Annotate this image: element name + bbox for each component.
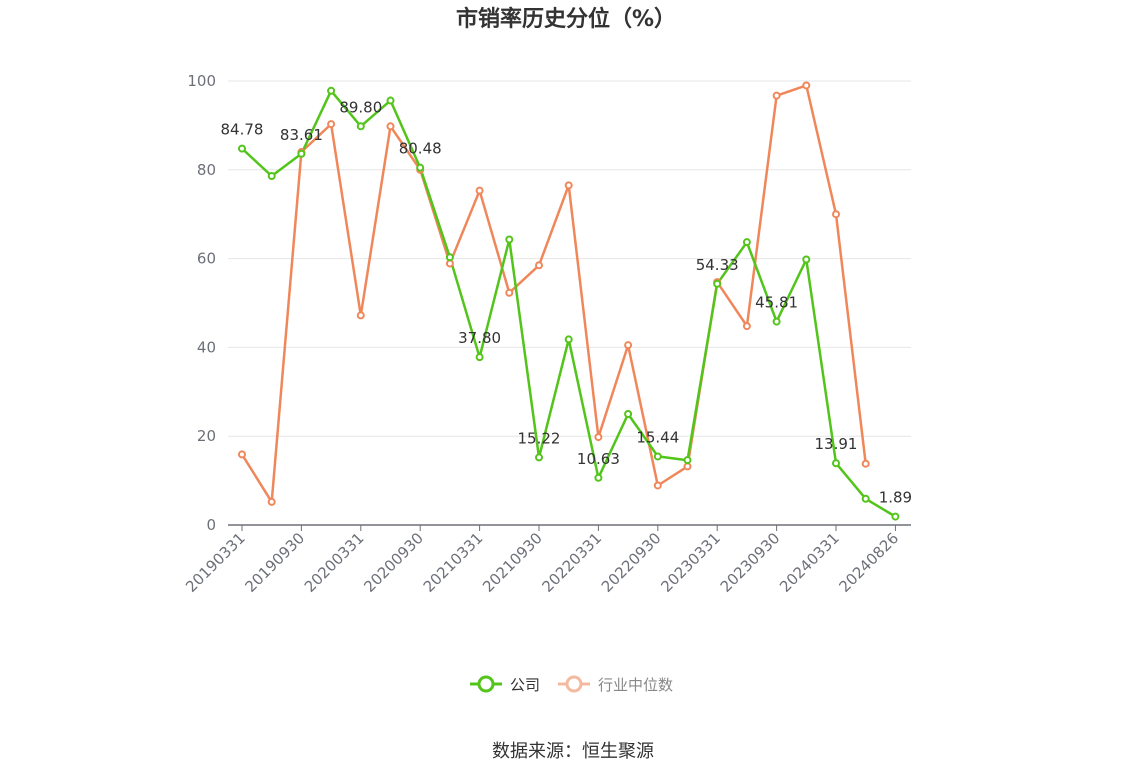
data-point[interactable] [891, 512, 900, 521]
data-point[interactable] [802, 81, 811, 90]
data-point[interactable] [386, 96, 395, 105]
data-point[interactable] [267, 497, 276, 506]
data-label: 10.63 [577, 450, 620, 468]
y-tick-label: 80 [197, 161, 216, 179]
x-tick-label: 20200930 [360, 529, 427, 596]
data-point[interactable] [624, 341, 633, 350]
x-tick-label: 20190930 [242, 529, 309, 596]
series-points [238, 81, 900, 521]
data-label: 45.81 [755, 294, 798, 312]
data-point[interactable] [327, 120, 336, 129]
data-label: 37.80 [458, 329, 501, 347]
data-label: 54.33 [696, 256, 739, 274]
x-tick-label: 20240331 [776, 529, 843, 596]
data-point[interactable] [832, 459, 840, 468]
data-point[interactable] [861, 459, 870, 468]
y-tick-label: 100 [187, 72, 216, 90]
data-label: 83.61 [280, 126, 323, 144]
legend: 公司 行业中位数 [470, 675, 673, 694]
data-point[interactable] [742, 238, 751, 247]
data-point[interactable] [861, 494, 870, 503]
data-point[interactable] [683, 456, 692, 465]
data-label: 1.89 [879, 489, 912, 507]
data-point[interactable] [475, 353, 484, 362]
data-point[interactable] [356, 122, 365, 131]
legend-label-industry: 行业中位数 [598, 676, 673, 694]
data-label: 15.22 [518, 429, 561, 447]
data-labels: 84.78 83.61 89.80 80.48 37.80 15.22 10.63 15.44… [221, 98, 913, 506]
x-tick-label: 20190331 [182, 529, 249, 596]
data-point[interactable] [238, 144, 246, 153]
data-point[interactable] [386, 122, 395, 131]
grid [228, 80, 911, 437]
legend-item-company[interactable]: 公司 [470, 675, 540, 694]
legend-marker-industry [565, 675, 583, 693]
x-tick-label: 20230331 [657, 529, 724, 596]
data-point[interactable] [713, 279, 722, 288]
data-point[interactable] [505, 288, 514, 297]
data-point[interactable] [653, 452, 662, 461]
data-label: 80.48 [399, 140, 442, 158]
data-point[interactable] [267, 172, 276, 181]
data-point[interactable] [772, 91, 781, 100]
data-point[interactable] [653, 481, 662, 490]
y-tick-label: 60 [197, 250, 216, 268]
x-tick-label: 20210930 [479, 529, 546, 596]
x-tick-label: 20240826 [836, 529, 903, 596]
legend-item-industry[interactable]: 行业中位数 [558, 675, 673, 694]
data-point[interactable] [475, 186, 484, 195]
data-point[interactable] [327, 86, 336, 95]
data-point[interactable] [238, 450, 246, 459]
data-point[interactable] [802, 255, 811, 264]
data-point[interactable] [416, 163, 425, 172]
data-point[interactable] [505, 235, 514, 244]
data-point[interactable] [535, 261, 543, 270]
data-point[interactable] [594, 433, 603, 442]
x-axis: 2019033120190930202003312020093020210331… [182, 524, 911, 596]
x-tick-label: 20220331 [539, 529, 606, 596]
data-point[interactable] [772, 317, 781, 326]
data-point[interactable] [594, 473, 603, 482]
data-point[interactable] [683, 462, 692, 471]
data-point[interactable] [535, 453, 543, 462]
y-tick-label: 20 [197, 427, 216, 445]
x-tick-label: 20220930 [598, 529, 665, 596]
data-label: 84.78 [221, 121, 264, 139]
data-point[interactable] [445, 253, 454, 262]
data-point[interactable] [832, 210, 840, 219]
data-point[interactable] [297, 149, 306, 158]
data-label: 15.44 [636, 428, 679, 446]
chart-title: 市销率历史分位（%） [456, 6, 676, 32]
data-point[interactable] [564, 181, 573, 190]
legend-label-company: 公司 [510, 676, 540, 694]
series-line-1 [240, 84, 867, 504]
data-point[interactable] [742, 322, 751, 331]
legend-marker-company [477, 675, 495, 693]
data-point[interactable] [624, 410, 633, 418]
data-point[interactable] [564, 335, 573, 344]
source-text: 数据来源：恒生聚源 [492, 741, 654, 762]
data-label: 13.91 [815, 435, 858, 453]
y-tick-label: 40 [197, 338, 216, 356]
y-axis: 0 20 40 60 80 100 [187, 72, 216, 534]
y-tick-label: 0 [206, 516, 216, 534]
x-tick-label: 20210331 [420, 529, 487, 596]
x-tick-label: 20230930 [717, 529, 784, 596]
data-point[interactable] [356, 311, 365, 320]
x-tick-label: 20200331 [301, 529, 368, 596]
data-label: 89.80 [339, 98, 382, 116]
data-point[interactable] [445, 259, 454, 268]
